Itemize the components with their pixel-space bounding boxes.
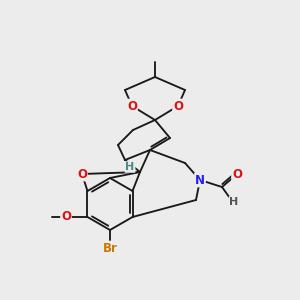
Text: O: O: [173, 100, 183, 112]
Text: H: H: [230, 197, 238, 207]
Text: N: N: [195, 173, 205, 187]
Text: Br: Br: [103, 242, 117, 254]
Text: H: H: [125, 162, 135, 172]
Text: O: O: [127, 100, 137, 112]
Text: O: O: [77, 167, 87, 181]
Text: O: O: [232, 167, 242, 181]
Text: O: O: [61, 211, 71, 224]
